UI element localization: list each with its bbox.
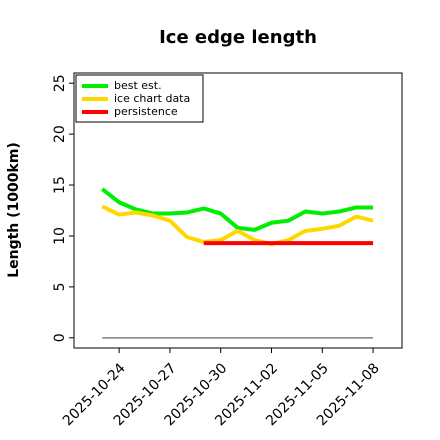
series-line xyxy=(101,204,374,247)
y-axis-label: Length (1000km) xyxy=(6,142,22,278)
legend-label: best est. xyxy=(114,79,162,92)
y-tick-label: 10 xyxy=(52,227,68,245)
legend-label: persistence xyxy=(114,105,178,118)
legend-label: ice chart data xyxy=(114,92,190,105)
y-tick-label: 25 xyxy=(52,74,68,92)
chart-title: Ice edge length xyxy=(159,27,317,48)
y-tick-label: 5 xyxy=(52,282,68,291)
y-tick-label: 15 xyxy=(52,176,68,194)
plot-frame xyxy=(73,72,403,349)
y-tick-label: 20 xyxy=(52,125,68,143)
series-line xyxy=(100,187,374,232)
y-tick-label: 0 xyxy=(52,333,68,342)
